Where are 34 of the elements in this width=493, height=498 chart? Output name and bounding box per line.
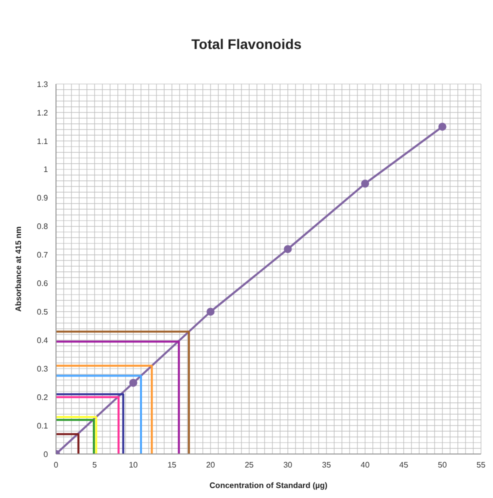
point	[206, 308, 215, 316]
y-tick-label: 0	[44, 450, 49, 459]
x-tick-label: 55	[476, 460, 486, 470]
point	[361, 180, 370, 188]
x-tick-label: 50	[438, 460, 448, 470]
y-tick-label: 0.7	[36, 250, 49, 260]
point	[438, 122, 446, 131]
x-tick-label: 45	[399, 460, 409, 470]
y-tick-label: 0.5	[36, 308, 49, 317]
x-tick-label: 40	[360, 460, 370, 470]
x-tick-label: 5	[92, 460, 98, 470]
y-tick-label: 0.3	[36, 364, 49, 374]
x-tick-label: 20	[206, 460, 216, 470]
y-tick-label: 0.6	[36, 279, 49, 288]
y-tick-label: 0.1	[36, 421, 49, 430]
x-tick-label: 30	[283, 460, 293, 470]
x-tick-label: 10	[128, 460, 138, 470]
x-tick-label: 25	[244, 460, 254, 470]
y-tick-label: 1.1	[36, 136, 49, 146]
x-tick-label: 0	[54, 460, 59, 470]
y-tick-label: 1.2	[36, 108, 49, 118]
y-tick-label: 1.3	[36, 80, 49, 89]
point	[284, 245, 292, 254]
y-tick-label: 1	[44, 165, 49, 174]
x-tick-label: 15	[167, 460, 177, 470]
y-tick-label: 0.4	[36, 336, 49, 345]
y-axis-title: Absorbance at 415 nm	[14, 226, 23, 312]
y-tick-label: 0.8	[36, 222, 49, 232]
point	[129, 378, 138, 387]
x-tick-label: 35	[322, 460, 332, 470]
y-tick-label: 0.9	[36, 194, 49, 203]
y-tick-label: 0.2	[36, 392, 49, 402]
chart-title: Total Flavonoids	[190, 36, 303, 52]
x-axis-title: Concentration of Standard (µg)	[210, 481, 328, 490]
